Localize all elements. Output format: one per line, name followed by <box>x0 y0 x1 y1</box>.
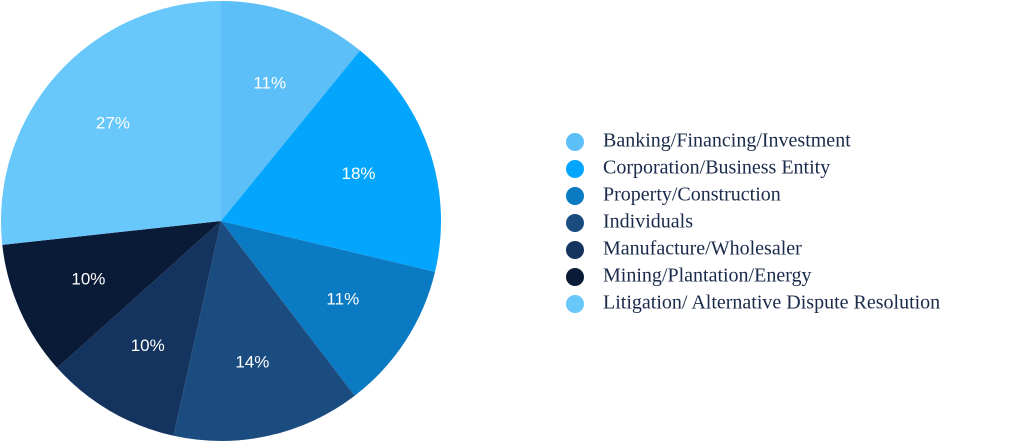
pie-slice <box>57 221 221 436</box>
legend-label: Litigation/ Alternative Dispute Resoluti… <box>603 292 940 314</box>
slice-label: 27% <box>96 114 130 133</box>
slice-label: 10% <box>71 270 105 289</box>
legend-marker <box>566 241 584 259</box>
legend-label: Banking/Financing/Investment <box>603 130 851 152</box>
legend-label: Property/Construction <box>603 184 781 206</box>
legend-label: Individuals <box>603 211 693 233</box>
legend-label: Mining/Plantation/Energy <box>603 265 812 287</box>
legend-marker <box>566 187 584 205</box>
slice-label: 11% <box>326 290 359 309</box>
pie-slice <box>2 221 221 368</box>
pie-slice <box>221 50 441 272</box>
pie-slice <box>0 1 221 245</box>
slice-label: 14% <box>235 352 269 371</box>
legend-marker <box>566 295 584 313</box>
slice-label: 18% <box>342 164 376 183</box>
slice-label: 10% <box>131 336 165 355</box>
legend-marker <box>566 160 584 178</box>
slice-label: 11% <box>253 74 286 93</box>
legend-label: Manufacture/Wholesaler <box>603 238 802 260</box>
pie-slice <box>173 221 355 441</box>
pie-slice <box>221 1 361 221</box>
legend-marker <box>566 133 584 151</box>
legend-label: Corporation/Business Entity <box>603 157 830 179</box>
legend-marker <box>566 214 584 232</box>
legend-marker <box>566 268 584 286</box>
pie-slice <box>221 221 436 396</box>
